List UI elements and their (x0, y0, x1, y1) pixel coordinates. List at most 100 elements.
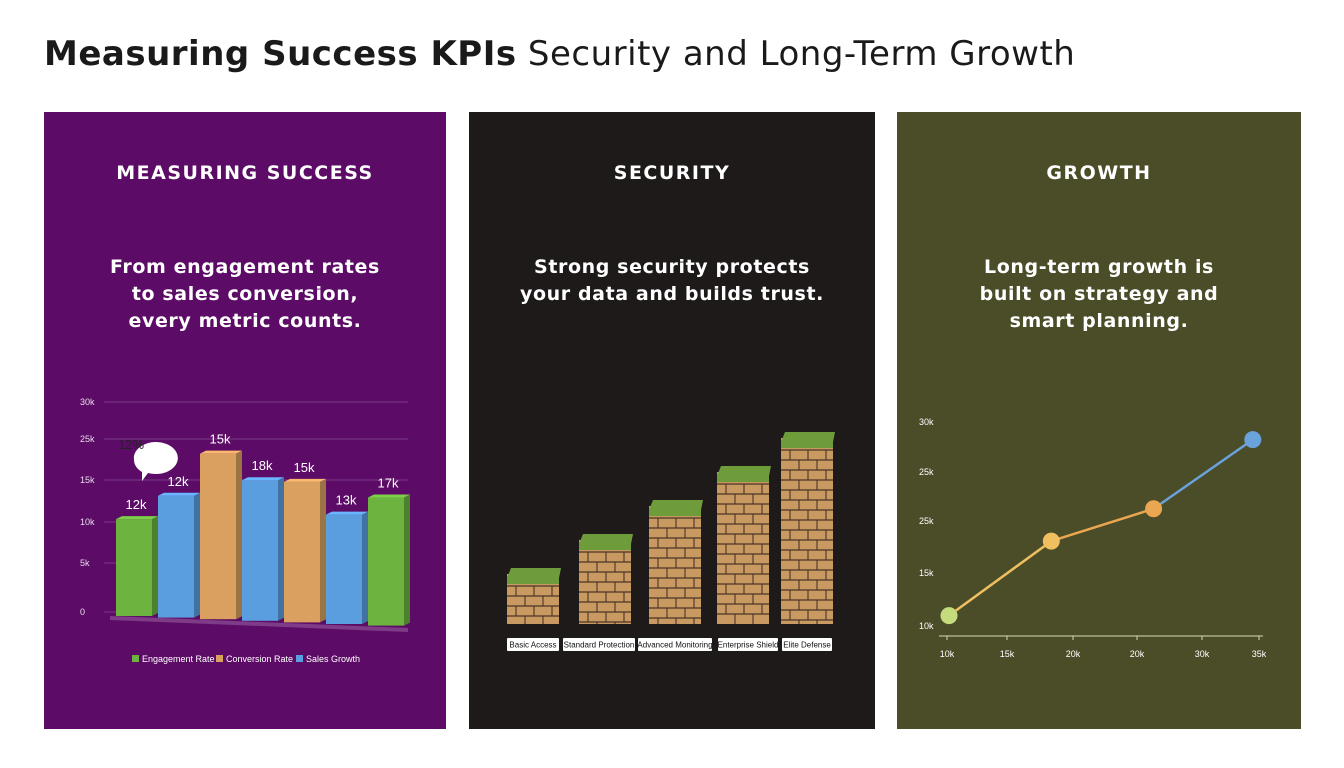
security-body: Strong security protects your data and b… (499, 254, 845, 308)
grass-layer (649, 508, 701, 516)
y-tick-label: 25k (919, 516, 934, 526)
brick-tower (649, 500, 703, 624)
security-panel: SECURITY Strong security protects your d… (469, 112, 875, 729)
data-point (940, 607, 958, 625)
success-body: From engagement rates to sales conversio… (74, 254, 416, 335)
y-tick-label: 5k (80, 558, 90, 568)
bar (116, 519, 152, 616)
bar-side (152, 516, 158, 616)
security-body-line: your data and builds trust. (520, 283, 824, 305)
grass-layer (717, 474, 769, 482)
brick-tower (781, 432, 835, 624)
bar (326, 514, 362, 624)
bar (242, 480, 278, 621)
grass-top (717, 466, 771, 476)
bar-value-label: 15k (210, 432, 231, 447)
bar-top (326, 511, 368, 515)
bar-top (158, 492, 200, 496)
tier-label: Advanced Monitoring (637, 641, 712, 650)
bar-value-label: 12k (168, 474, 189, 489)
bar-top (116, 516, 158, 520)
tier-label: Standard Protection (564, 641, 635, 650)
success-body-line: to sales conversion, (131, 283, 359, 305)
x-tick-label: 20k (1066, 649, 1081, 659)
success-heading: MEASURING SUCCESS (116, 162, 374, 184)
growth-line-segment (1152, 438, 1254, 510)
security-tier-chart: Basic Access Standard Protection Advanced … (507, 432, 835, 651)
data-point (1244, 431, 1262, 449)
legend-swatch (132, 655, 139, 662)
tier-label: Enterprise Shield (718, 641, 779, 650)
page-title-light: Security and Long-Term Growth (527, 34, 1076, 74)
grass-top (507, 568, 561, 578)
tower-body (781, 438, 833, 624)
security-heading: SECURITY (613, 162, 731, 184)
bar-side (362, 511, 368, 624)
tier-label: Basic Access (509, 641, 556, 650)
tier-label-box (638, 638, 712, 651)
tier-label-box (782, 638, 832, 651)
y-tick-label: 15k (919, 568, 934, 578)
bar-top (284, 478, 326, 482)
y-tick-label: 30k (80, 397, 95, 407)
tier-label-box (563, 638, 635, 651)
x-tick-label: 30k (1195, 649, 1210, 659)
brick-tower (579, 534, 633, 624)
kpi-bar-chart: 0 5k 10k 15k 25k 30k 12k 12k 15k 18k 15k 13k 17k 12% E… (80, 397, 410, 664)
y-tick-label: 15k (80, 475, 95, 485)
y-tick-label: 25k (919, 467, 934, 477)
growth-line-chart: 10k 15k 20k 20k 30k 35k 10k 15k 25k 25k 30k (919, 417, 1267, 659)
growth-body-line: built on strategy and (979, 283, 1219, 305)
legend-swatch (216, 655, 223, 662)
x-tick-label: 35k (1252, 649, 1267, 659)
page-title: Measuring Success KPIs Security and Long… (44, 34, 1075, 74)
brick-tower (717, 466, 771, 624)
y-tick-label: 10k (80, 517, 95, 527)
bar-top (368, 494, 410, 498)
x-tick-label: 10k (940, 649, 955, 659)
grass-top (649, 500, 703, 510)
legend-label: Sales Growth (306, 654, 360, 664)
callout-bubble (133, 442, 178, 481)
tower-body (717, 472, 769, 624)
grass-top (781, 432, 835, 442)
growth-heading: GROWTH (1046, 162, 1152, 184)
bar-top (242, 477, 284, 481)
data-point (1145, 500, 1163, 518)
legend-label: Conversion Rate (226, 654, 293, 664)
tower-body (649, 506, 701, 624)
grass-layer (579, 542, 631, 550)
bar (158, 495, 194, 618)
growth-body: Long-term growth is built on strategy an… (927, 254, 1271, 335)
growth-body-line: smart planning. (1009, 310, 1189, 332)
success-body-line: From engagement rates (110, 256, 380, 278)
growth-line-segment (1050, 507, 1154, 543)
tier-label-box (507, 638, 559, 651)
bar-value-label: 17k (378, 476, 399, 491)
legend-swatch (296, 655, 303, 662)
bar-side (320, 478, 326, 623)
growth-body-line: Long-term growth is (984, 256, 1214, 278)
bar-side (404, 494, 410, 626)
bar-value-label: 13k (336, 493, 357, 508)
measuring-success-panel: MEASURING SUCCESS From engagement rates … (44, 112, 446, 729)
legend-label: Engagement Rate (142, 654, 215, 664)
chart-floor (110, 616, 408, 632)
page-title-bold: Measuring Success KPIs (44, 34, 517, 74)
x-tick-label: 20k (1130, 649, 1145, 659)
y-tick-label: 10k (919, 621, 934, 631)
grass-layer (781, 440, 833, 448)
tier-label-box (718, 638, 778, 651)
bar-side (194, 492, 200, 618)
bar (200, 453, 236, 620)
growth-line-segment (948, 540, 1053, 617)
bar-value-label: 15k (294, 460, 315, 475)
data-point (1042, 532, 1060, 550)
callout-label: 12% (118, 437, 144, 452)
y-tick-label: 25k (80, 434, 95, 444)
grass-layer (507, 576, 559, 584)
growth-panel: GROWTH Long-term growth is built on stra… (897, 112, 1301, 729)
bar (368, 497, 404, 626)
success-body-line: every metric counts. (128, 310, 362, 332)
bar-value-label: 18k (252, 458, 273, 473)
